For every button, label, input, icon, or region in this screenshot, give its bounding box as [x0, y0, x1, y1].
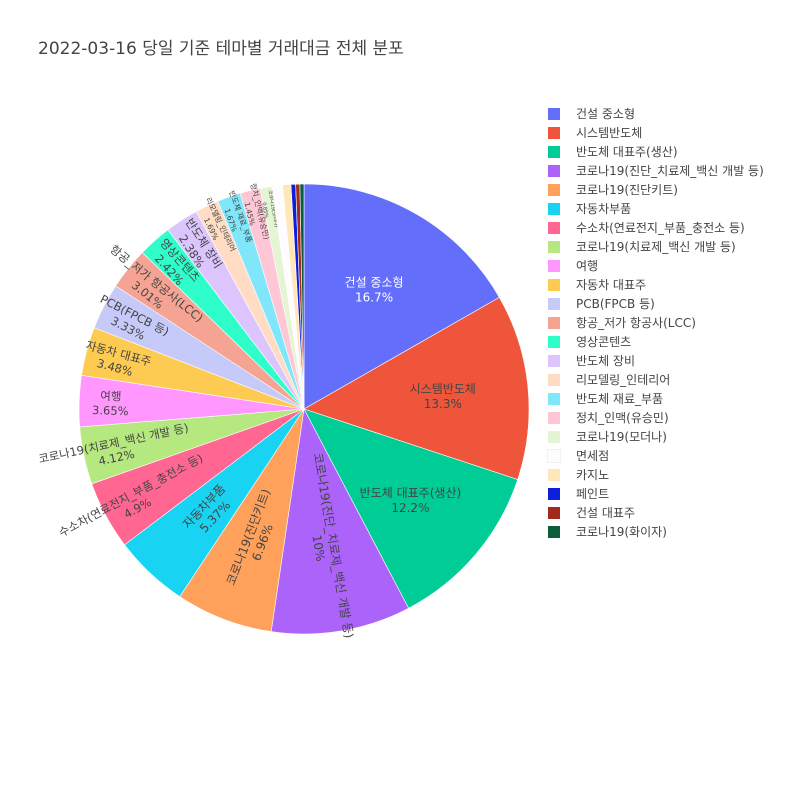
- legend-label: 항공_저가 항공사(LCC): [576, 316, 696, 330]
- legend-swatch: [548, 430, 560, 443]
- legend-swatch: [548, 278, 560, 291]
- legend-label: 코로나19(치료제_백신 개발 등): [576, 240, 736, 254]
- legend-label: 정치_인맥(유승민): [576, 411, 669, 425]
- legend-item[interactable]: 반도체 대표주(생산): [548, 142, 764, 161]
- pie-slice: [303, 297, 530, 480]
- legend-label: 코로나19(모더나): [576, 430, 667, 444]
- legend-item[interactable]: 자동차 대표주: [548, 275, 764, 294]
- slice-percent-label: 16.7%: [355, 290, 393, 304]
- legend-swatch: [548, 487, 560, 500]
- slice-percent-label: 10%: [309, 534, 327, 563]
- chart-title: 2022-03-16 당일 기준 테마별 거래대금 전체 분포: [38, 39, 404, 59]
- legend-item[interactable]: 면세점: [547, 446, 764, 465]
- legend-item[interactable]: 항공_저가 항공사(LCC): [548, 313, 764, 332]
- legend-swatch: [548, 297, 560, 310]
- legend-swatch: [548, 354, 560, 367]
- legend-swatch: [547, 448, 561, 463]
- legend-swatch: [548, 145, 560, 158]
- legend-item[interactable]: 건설 중소형: [548, 104, 764, 123]
- legend-label: 반도체 대표주(생산): [576, 145, 678, 159]
- pie-slice: [299, 183, 305, 410]
- legend-label: 자동차 대표주: [576, 278, 647, 292]
- legend-item[interactable]: 페인트: [548, 484, 764, 503]
- legend-label: 시스템반도체: [576, 126, 643, 140]
- legend-swatch: [548, 316, 560, 329]
- legend-swatch: [548, 373, 560, 386]
- legend-item[interactable]: 코로나19(화이자): [548, 522, 764, 541]
- legend-label: 리모델링_인테리어: [576, 373, 671, 387]
- legend-swatch: [548, 259, 560, 272]
- legend-label: 반도체 장비: [576, 354, 636, 368]
- legend-label: 건설 대표주: [576, 506, 636, 520]
- legend-swatch: [548, 240, 560, 253]
- slice-label: 시스템반도체: [410, 382, 476, 396]
- legend-swatch: [548, 164, 560, 177]
- legend-label: 여행: [576, 259, 599, 273]
- slice-label: 여행: [100, 389, 122, 404]
- legend-swatch: [548, 107, 560, 120]
- legend-label: 카지노: [576, 468, 610, 482]
- legend-label: 코로나19(진단키트): [576, 183, 678, 197]
- legend-item[interactable]: 자동차부품: [548, 199, 764, 218]
- pie-slice: [303, 183, 500, 410]
- legend-item[interactable]: 리모델링_인테리어: [548, 370, 764, 389]
- pie-slice: [303, 408, 519, 609]
- legend-item[interactable]: 코로나19(진단_치료제_백신 개발 등): [548, 161, 764, 180]
- slice-label: 반도체 대표주(생산): [360, 486, 462, 500]
- legend-item[interactable]: 여행: [548, 256, 764, 275]
- legend-item[interactable]: 카지노: [548, 465, 764, 484]
- legend-label: 페인트: [576, 487, 610, 501]
- legend-swatch: [548, 506, 560, 519]
- legend-label: 면세점: [576, 449, 610, 463]
- legend-swatch: [548, 221, 560, 234]
- legend-label: 자동차부품: [576, 202, 632, 216]
- legend-swatch: [548, 126, 560, 139]
- legend-label: 영상콘텐츠: [576, 335, 632, 349]
- legend-swatch: [548, 183, 560, 196]
- legend-label: PCB(FPCB 등): [576, 297, 655, 311]
- legend-swatch: [548, 411, 560, 424]
- legend-item[interactable]: 정치_인맥(유승민): [548, 408, 764, 427]
- legend-item[interactable]: 코로나19(치료제_백신 개발 등): [548, 237, 764, 256]
- legend-swatch: [548, 392, 560, 405]
- legend-swatch: [548, 202, 560, 215]
- legend-label: 코로나19(화이자): [576, 525, 667, 539]
- slice-label: 건설 중소형: [345, 275, 404, 289]
- slice-percent-label: 12.2%: [391, 501, 429, 515]
- slice-percent-label: 13.3%: [424, 397, 462, 411]
- legend-item[interactable]: 건설 대표주: [548, 503, 764, 522]
- legend-item[interactable]: 반도체 장비: [548, 351, 764, 370]
- legend-label: 코로나19(진단_치료제_백신 개발 등): [576, 164, 764, 178]
- legend-item[interactable]: PCB(FPCB 등): [548, 294, 764, 313]
- legend-swatch: [548, 335, 560, 348]
- legend-label: 반도체 재료_부품: [576, 392, 664, 406]
- legend-item[interactable]: 수소차(연료전지_부품_충전소 등): [548, 218, 764, 237]
- legend-swatch: [548, 525, 560, 538]
- slice-percent-label: 3.65%: [92, 403, 129, 418]
- legend-item[interactable]: 코로나19(진단키트): [548, 180, 764, 199]
- slice-percent-label: 0.85%: [261, 202, 270, 219]
- legend-item[interactable]: 시스템반도체: [548, 123, 764, 142]
- legend-item[interactable]: 영상콘텐츠: [548, 332, 764, 351]
- legend-label: 수소차(연료전지_부품_충전소 등): [576, 221, 745, 235]
- legend-swatch: [548, 468, 560, 481]
- legend-item[interactable]: 코로나19(모더나): [548, 427, 764, 446]
- legend-item[interactable]: 반도체 재료_부품: [548, 389, 764, 408]
- pie-slice: [270, 408, 409, 635]
- legend-label: 건설 중소형: [576, 107, 636, 121]
